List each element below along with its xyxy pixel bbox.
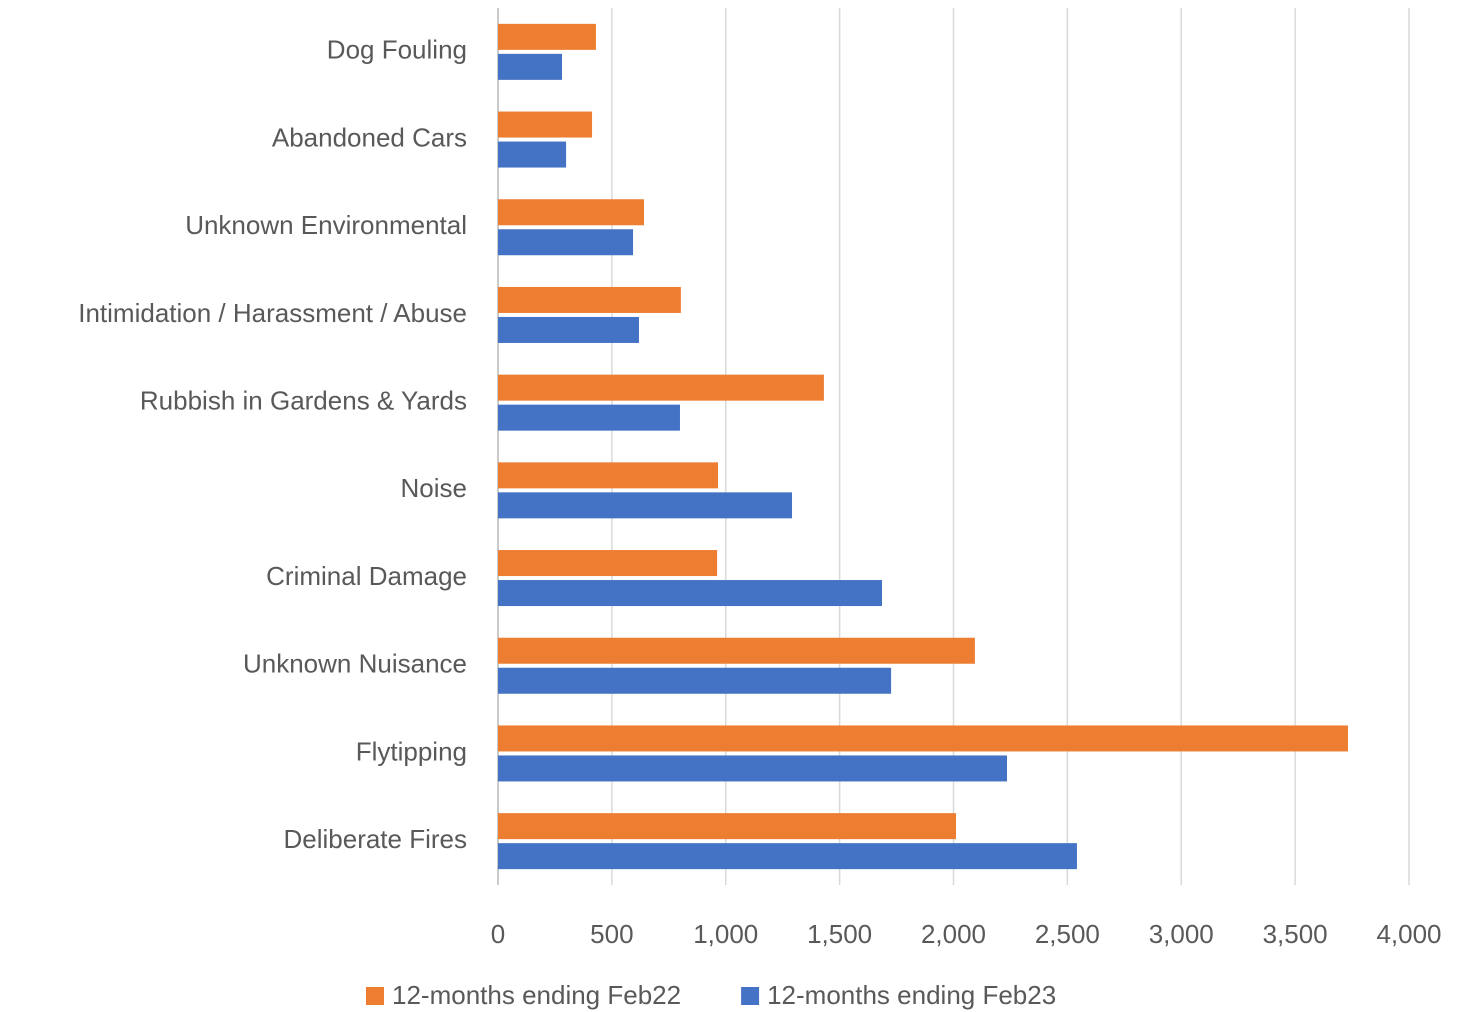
bar — [498, 141, 567, 168]
bar — [498, 580, 882, 607]
y-tick-label: Dog Fouling — [327, 35, 467, 65]
x-tick-label: 3,500 — [1263, 919, 1328, 949]
y-tick-label: Noise — [401, 473, 467, 503]
bar — [498, 755, 1008, 782]
y-tick-label: Intimidation / Harassment / Abuse — [78, 298, 467, 328]
bar — [498, 23, 596, 50]
bar — [498, 550, 718, 577]
y-tick-label: Flytipping — [356, 736, 467, 766]
bar — [498, 404, 680, 431]
x-tick-label: 4,000 — [1376, 919, 1441, 949]
bar — [498, 111, 593, 138]
x-tick-label: 2,000 — [921, 919, 986, 949]
y-tick-label: Abandoned Cars — [272, 122, 467, 152]
legend-label: 12-months ending Feb22 — [392, 980, 681, 1010]
bar — [498, 492, 793, 519]
x-tick-label: 2,500 — [1035, 919, 1100, 949]
x-tick-label: 1,000 — [693, 919, 758, 949]
y-tick-label: Rubbish in Gardens & Yards — [140, 386, 467, 416]
bar — [498, 286, 681, 313]
bar — [498, 725, 1348, 752]
bar — [498, 667, 892, 694]
bar — [498, 813, 957, 840]
bar — [498, 199, 644, 226]
legend-swatch — [741, 987, 760, 1005]
bar — [498, 843, 1077, 870]
bar — [498, 374, 824, 401]
x-tick-label: 1,500 — [807, 919, 872, 949]
x-tick-label: 3,000 — [1149, 919, 1214, 949]
x-tick-label: 0 — [491, 919, 505, 949]
y-tick-label: Unknown Nuisance — [243, 649, 467, 679]
bar — [498, 637, 975, 664]
bar — [498, 316, 639, 343]
legend-label: 12-months ending Feb23 — [767, 980, 1056, 1010]
y-tick-label: Unknown Environmental — [185, 210, 467, 240]
x-tick-label: 500 — [590, 919, 633, 949]
legend-swatch — [366, 987, 384, 1005]
y-tick-label: Criminal Damage — [266, 561, 467, 591]
bar — [498, 229, 634, 256]
y-tick-label: Deliberate Fires — [283, 824, 467, 854]
bar — [498, 462, 719, 489]
bar — [498, 53, 562, 80]
